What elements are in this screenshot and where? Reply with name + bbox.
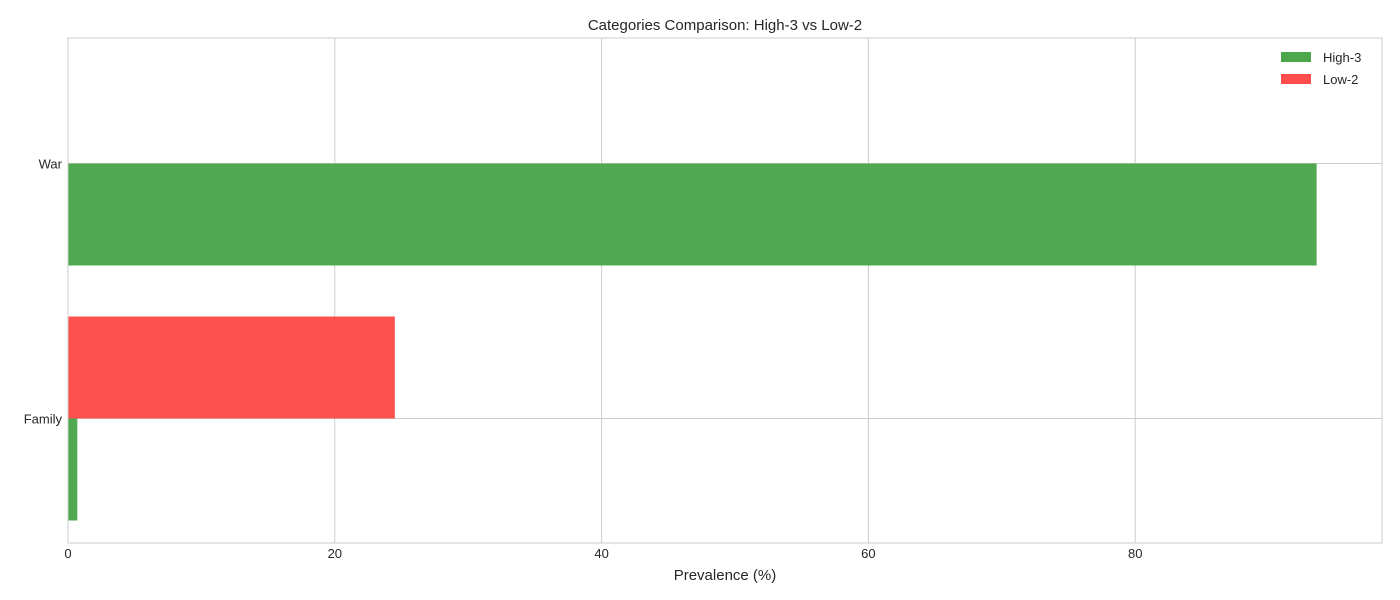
x-axis-label: Prevalence (%)	[674, 567, 777, 584]
bar-high-3-family	[68, 418, 78, 521]
chart-title: Categories Comparison: High-3 vs Low-2	[588, 17, 862, 34]
bar-high-3-war	[68, 163, 1317, 266]
legend-swatch	[1281, 52, 1311, 62]
legend-label: Low-2	[1323, 72, 1358, 87]
y-tick-label: War	[39, 157, 63, 172]
x-tick-label: 0	[64, 546, 71, 561]
grid	[67, 38, 1382, 543]
x-tick-label: 80	[1128, 546, 1142, 561]
bars	[68, 163, 1317, 521]
legend-label: High-3	[1323, 50, 1361, 65]
legend: High-3 Low-2	[1281, 50, 1361, 87]
x-tick-label: 60	[861, 546, 875, 561]
x-tick-label: 40	[594, 546, 608, 561]
x-tick-label: 20	[328, 546, 342, 561]
y-tick-label: Family	[24, 412, 63, 427]
legend-swatch	[1281, 74, 1311, 84]
x-axis-ticks: 0 20 40 60 80	[64, 546, 1142, 561]
plot-frame	[67, 37, 1383, 544]
bar-low-2-family	[68, 316, 395, 419]
y-axis-ticks: War Family	[24, 157, 63, 427]
